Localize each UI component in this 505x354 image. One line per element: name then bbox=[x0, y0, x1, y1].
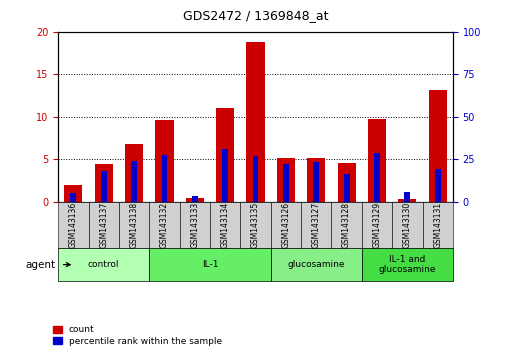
Bar bbox=[216, 108, 234, 202]
Bar bbox=[434, 170, 440, 202]
Text: GSM143138: GSM143138 bbox=[129, 202, 138, 248]
Text: GSM143127: GSM143127 bbox=[311, 202, 320, 248]
Text: glucosamine: glucosamine bbox=[287, 260, 344, 269]
Text: GSM143130: GSM143130 bbox=[402, 202, 411, 248]
Text: GSM143133: GSM143133 bbox=[190, 202, 199, 248]
Bar bbox=[373, 153, 379, 202]
Bar bbox=[428, 90, 446, 202]
Text: GSM143134: GSM143134 bbox=[220, 202, 229, 248]
Bar bbox=[246, 42, 264, 202]
Text: GSM143135: GSM143135 bbox=[250, 202, 260, 248]
Bar bbox=[125, 144, 143, 202]
Text: GSM143132: GSM143132 bbox=[160, 202, 169, 248]
Bar bbox=[185, 198, 204, 202]
Bar bbox=[397, 199, 416, 202]
Bar bbox=[161, 155, 167, 202]
Bar bbox=[403, 192, 410, 202]
Bar bbox=[94, 164, 113, 202]
Bar bbox=[337, 163, 355, 202]
Text: IL-1: IL-1 bbox=[201, 260, 218, 269]
Text: GSM143129: GSM143129 bbox=[372, 202, 381, 248]
Bar bbox=[191, 196, 197, 202]
Text: GDS2472 / 1369848_at: GDS2472 / 1369848_at bbox=[182, 9, 328, 22]
Bar bbox=[343, 174, 349, 202]
Bar bbox=[252, 156, 258, 202]
Bar bbox=[100, 171, 107, 202]
Bar bbox=[155, 120, 173, 202]
Bar bbox=[307, 159, 325, 202]
Text: GSM143136: GSM143136 bbox=[69, 202, 78, 248]
Text: agent: agent bbox=[25, 259, 56, 270]
Bar bbox=[282, 164, 288, 202]
Text: GSM143126: GSM143126 bbox=[281, 202, 290, 248]
Bar bbox=[313, 162, 319, 202]
Text: GSM143128: GSM143128 bbox=[341, 202, 350, 248]
Bar bbox=[131, 161, 137, 202]
Text: GSM143131: GSM143131 bbox=[432, 202, 441, 248]
Text: control: control bbox=[88, 260, 119, 269]
Text: IL-1 and
glucosamine: IL-1 and glucosamine bbox=[378, 255, 435, 274]
Bar bbox=[367, 119, 385, 202]
Text: GSM143137: GSM143137 bbox=[99, 202, 108, 248]
Bar bbox=[222, 149, 228, 202]
Bar bbox=[64, 185, 82, 202]
Bar bbox=[70, 193, 76, 202]
Bar bbox=[276, 158, 294, 202]
Legend: count, percentile rank within the sample: count, percentile rank within the sample bbox=[53, 325, 222, 346]
